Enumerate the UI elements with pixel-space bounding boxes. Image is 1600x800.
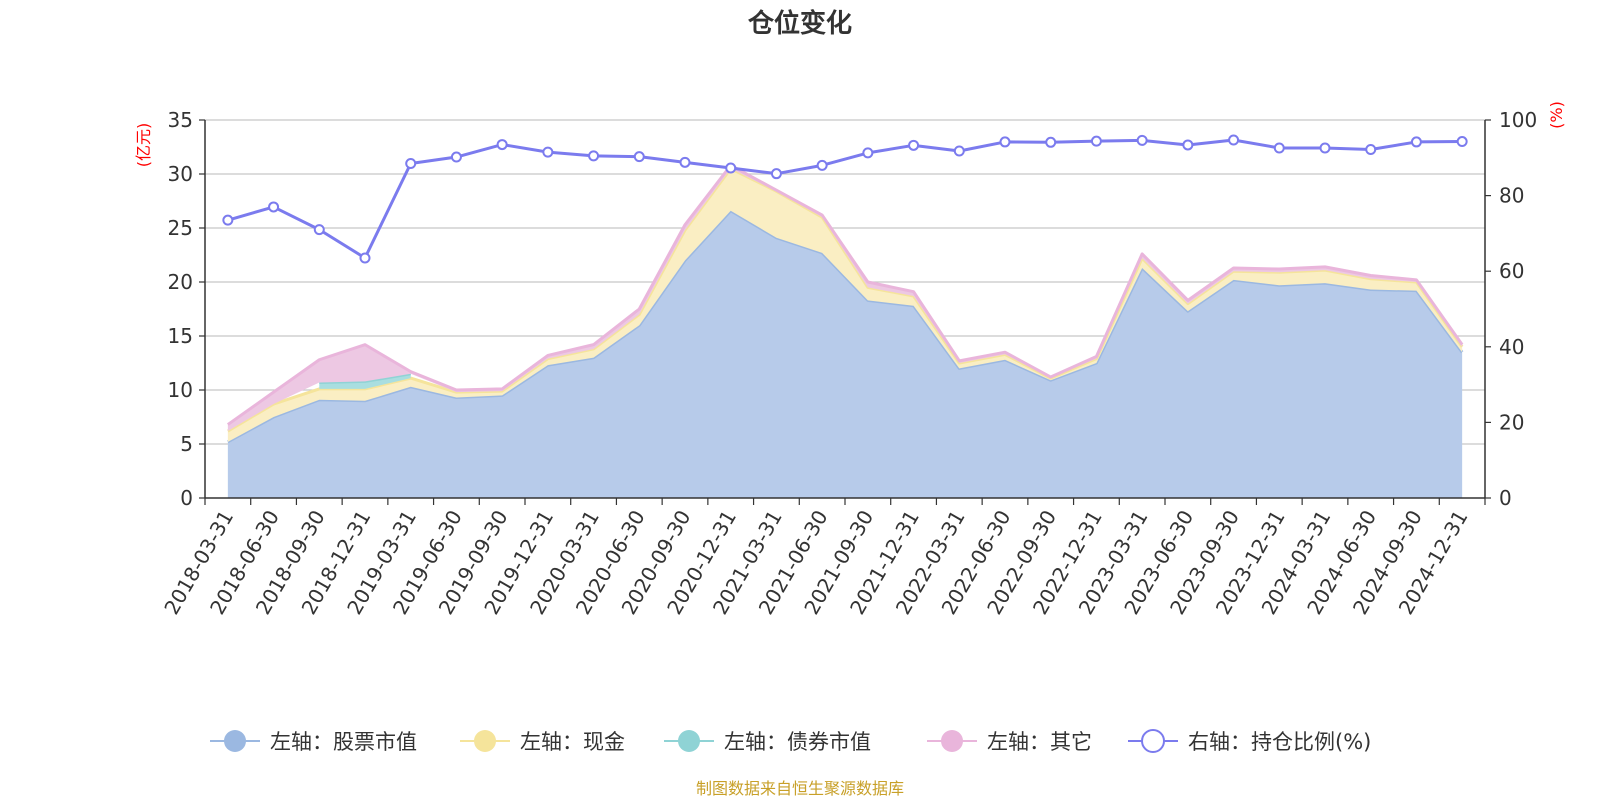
legend-label-2: 左轴：债券市值 bbox=[724, 730, 871, 754]
right-tick-label-5: 100 bbox=[1499, 108, 1537, 132]
data-source-note: 制图数据来自恒生聚源数据库 bbox=[696, 779, 904, 798]
ratio-point-19 bbox=[1090, 135, 1102, 147]
ratio-point-11 bbox=[725, 162, 737, 174]
legend-label-4: 右轴：持仓比例(%) bbox=[1188, 730, 1371, 754]
ratio-point-3 bbox=[359, 252, 371, 264]
ratio-point-15 bbox=[908, 139, 920, 151]
legend-marker-2 bbox=[678, 730, 700, 752]
ratio-point-16 bbox=[953, 145, 965, 157]
left-tick-label-2: 10 bbox=[168, 378, 193, 402]
right-tick-label-4: 80 bbox=[1499, 184, 1524, 208]
ratio-point-7 bbox=[542, 146, 554, 158]
ratio-point-17 bbox=[999, 136, 1011, 148]
left-tick-label-5: 25 bbox=[168, 216, 193, 240]
right-tick-label-0: 0 bbox=[1499, 486, 1512, 510]
ratio-point-10 bbox=[679, 156, 691, 168]
ratio-point-25 bbox=[1365, 143, 1377, 155]
legend-marker-1 bbox=[474, 730, 496, 752]
left-axis-unit: (亿元) bbox=[134, 123, 153, 168]
ratio-point-22 bbox=[1228, 134, 1240, 146]
ratio-point-26 bbox=[1410, 136, 1422, 148]
ratio-point-1 bbox=[268, 201, 280, 213]
ratio-point-0 bbox=[222, 214, 234, 226]
area-0 bbox=[227, 210, 1463, 498]
ratio-point-13 bbox=[816, 159, 828, 171]
ratio-point-20 bbox=[1136, 134, 1148, 146]
ratio-point-9 bbox=[633, 151, 645, 163]
right-tick-label-3: 60 bbox=[1499, 259, 1524, 283]
ratio-point-6 bbox=[496, 139, 508, 151]
ratio-point-21 bbox=[1182, 139, 1194, 151]
left-tick-label-0: 0 bbox=[180, 486, 193, 510]
left-tick-label-7: 35 bbox=[168, 108, 193, 132]
ratio-point-8 bbox=[588, 150, 600, 162]
ratio-point-27 bbox=[1456, 136, 1468, 148]
left-tick-label-3: 15 bbox=[168, 324, 193, 348]
ratio-point-23 bbox=[1273, 142, 1285, 154]
ratio-point-14 bbox=[862, 147, 874, 159]
ratio-line bbox=[222, 134, 1468, 264]
left-tick-label-4: 20 bbox=[168, 270, 193, 294]
ratio-point-2 bbox=[313, 224, 325, 236]
ratio-point-24 bbox=[1319, 142, 1331, 154]
ratio-point-12 bbox=[770, 168, 782, 180]
ratio-point-4 bbox=[405, 157, 417, 169]
ratio-point-18 bbox=[1045, 136, 1057, 148]
left-tick-label-1: 5 bbox=[180, 432, 193, 456]
legend-marker-0 bbox=[224, 730, 246, 752]
area-edge-3 bbox=[226, 163, 1464, 426]
ratio-line-path bbox=[227, 138, 1463, 260]
right-tick-label-1: 20 bbox=[1499, 410, 1524, 434]
legend-label-0: 左轴：股票市值 bbox=[270, 730, 417, 754]
legend-label-1: 左轴：现金 bbox=[520, 730, 625, 754]
chart-title: 仓位变化 bbox=[747, 8, 852, 39]
right-tick-label-2: 40 bbox=[1499, 335, 1524, 359]
right-axis-unit: (%) bbox=[1547, 101, 1566, 129]
legend-label-3: 左轴：其它 bbox=[987, 730, 1092, 754]
legend-marker-4 bbox=[1141, 729, 1165, 753]
legend: 左轴：股票市值 左轴：现金 左轴：债券市值 左轴：其它 右轴：持仓比例(%) bbox=[210, 729, 1371, 754]
ratio-point-5 bbox=[450, 151, 462, 163]
left-tick-label-6: 30 bbox=[168, 162, 193, 186]
stacked-areas bbox=[226, 163, 1464, 498]
legend-marker-3 bbox=[941, 730, 963, 752]
